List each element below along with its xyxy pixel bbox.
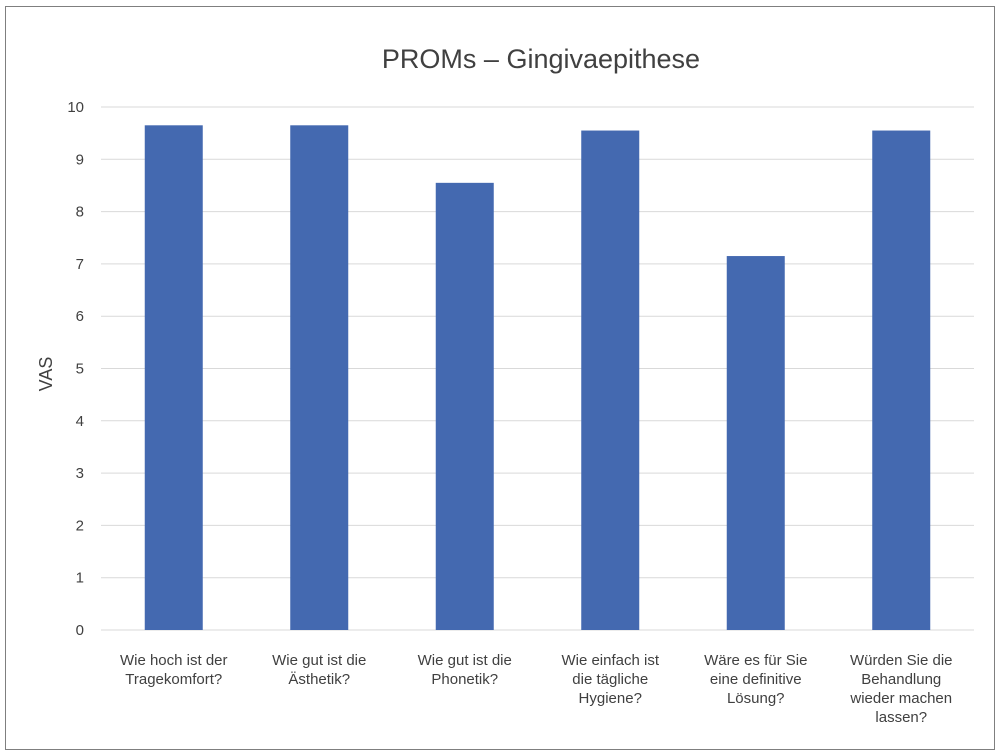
y-tick-label: 2 bbox=[76, 517, 84, 534]
bar bbox=[290, 125, 349, 631]
y-tick-label: 10 bbox=[67, 99, 84, 116]
y-tick-label: 4 bbox=[76, 413, 84, 430]
bar-chart: 0 1 2 3 4 5 6 7 8 9 10 Wie hoch ist der Tragekomfor… bbox=[36, 44, 974, 726]
chart-frame: 0 1 2 3 4 5 6 7 8 9 10 Wie hoch ist der Tragekomfor… bbox=[5, 6, 995, 750]
x-category-label: Wie gut ist die Phonetik? bbox=[418, 652, 512, 688]
bar bbox=[872, 130, 931, 630]
x-category-label: Wie gut ist die Ästhetik? bbox=[272, 652, 366, 688]
y-tick-label: 5 bbox=[76, 361, 84, 378]
bars bbox=[144, 125, 931, 631]
y-axis-ticks: 0 1 2 3 4 5 6 7 8 9 10 bbox=[67, 99, 84, 639]
y-axis-title: VAS bbox=[36, 357, 56, 392]
y-tick-label: 3 bbox=[76, 465, 84, 482]
y-tick-label: 1 bbox=[76, 570, 84, 587]
gridlines bbox=[101, 106, 974, 631]
y-tick-label: 6 bbox=[76, 308, 84, 325]
x-category-label: Wäre es für Sie eine definitive Lösung? bbox=[704, 652, 807, 707]
bar bbox=[726, 256, 785, 630]
bar bbox=[144, 125, 203, 631]
y-tick-label: 9 bbox=[76, 151, 84, 168]
x-category-label: Wie hoch ist der Tragekomfort? bbox=[120, 652, 228, 688]
y-tick-label: 7 bbox=[76, 256, 84, 273]
x-axis-labels: Wie hoch ist der Tragekomfort? Wie gut ist… bbox=[120, 652, 953, 726]
y-tick-label: 0 bbox=[76, 622, 84, 639]
bar bbox=[581, 130, 640, 630]
y-tick-label: 8 bbox=[76, 204, 84, 221]
x-category-label: Würden Sie die Behandlung wieder machen las… bbox=[849, 652, 952, 726]
bar bbox=[435, 182, 494, 630]
chart-title: PROMs – Gingivaepithese bbox=[382, 44, 700, 74]
x-category-label: Wie einfach ist die tägliche Hygiene? bbox=[561, 652, 659, 707]
